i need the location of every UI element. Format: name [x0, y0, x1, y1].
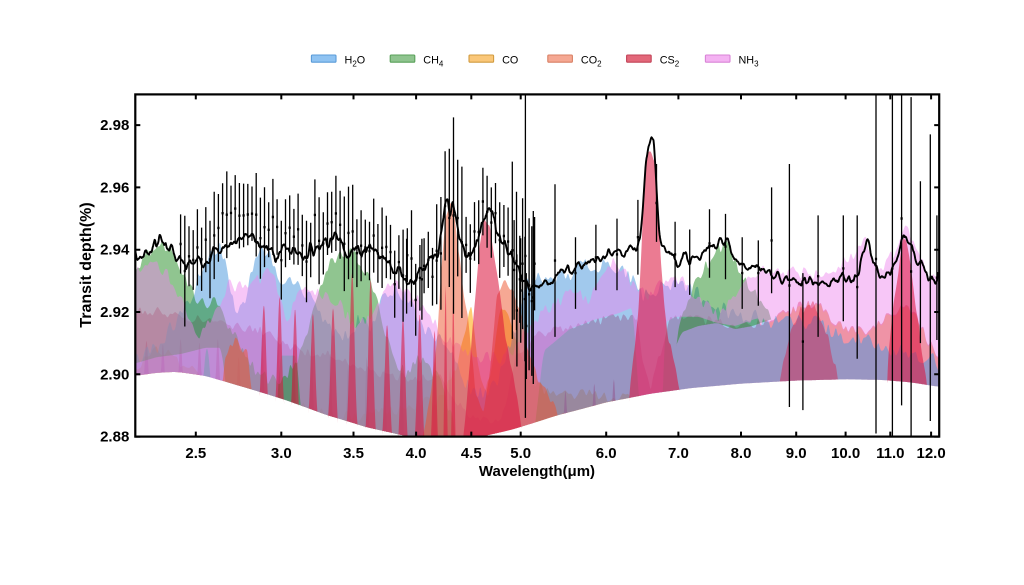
- svg-text:2.98: 2.98: [100, 117, 129, 134]
- svg-text:4.5: 4.5: [461, 445, 482, 462]
- svg-text:6.0: 6.0: [596, 445, 617, 462]
- svg-text:3.5: 3.5: [343, 445, 364, 462]
- svg-text:10.0: 10.0: [831, 445, 860, 462]
- svg-text:CO2: CO2: [581, 55, 602, 69]
- svg-text:CH4: CH4: [423, 55, 444, 69]
- svg-text:CS2: CS2: [660, 55, 680, 69]
- svg-text:11.0: 11.0: [876, 445, 904, 462]
- svg-text:2.96: 2.96: [100, 179, 129, 196]
- svg-text:8.0: 8.0: [731, 445, 752, 462]
- svg-text:NH3: NH3: [739, 55, 760, 69]
- svg-text:3.0: 3.0: [271, 445, 292, 462]
- svg-text:9.0: 9.0: [786, 445, 807, 462]
- svg-text:H2O: H2O: [345, 55, 366, 69]
- svg-text:Wavelength(μm): Wavelength(μm): [479, 463, 595, 480]
- svg-text:12.0: 12.0: [916, 445, 945, 462]
- svg-text:2.90: 2.90: [100, 366, 129, 383]
- svg-text:4.0: 4.0: [406, 445, 427, 462]
- svg-text:5.0: 5.0: [510, 445, 531, 462]
- svg-text:CO: CO: [502, 55, 518, 67]
- svg-text:2.94: 2.94: [100, 242, 130, 259]
- svg-text:2.92: 2.92: [100, 304, 129, 321]
- svg-text:Transit depth(%): Transit depth(%): [78, 202, 95, 327]
- svg-text:2.88: 2.88: [100, 429, 129, 446]
- svg-text:7.0: 7.0: [668, 445, 689, 462]
- svg-text:2.5: 2.5: [185, 445, 206, 462]
